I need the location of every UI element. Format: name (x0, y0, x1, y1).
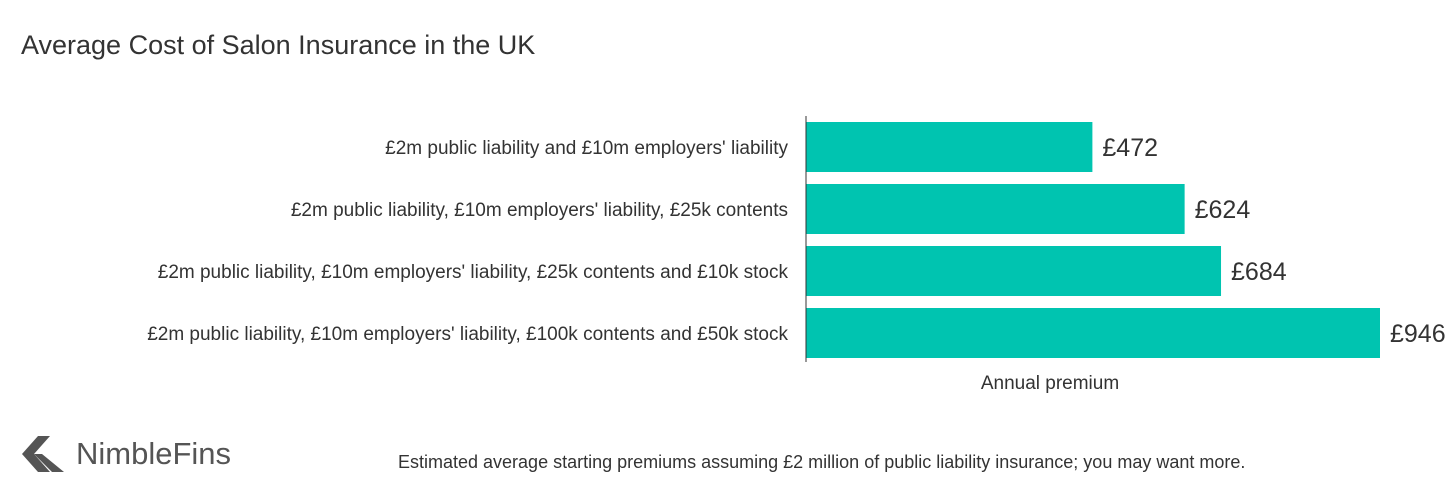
footnote: Estimated average starting premiums assu… (398, 452, 1246, 472)
bar-3 (806, 246, 1222, 296)
nimblefins-logo: NimbleFins (20, 432, 231, 476)
category-label-3: £2m public liability, £10m employers' li… (158, 262, 789, 283)
category-labels-group: £2m public liability and £10m employers'… (147, 138, 788, 345)
x-axis-title: Annual premium (981, 373, 1119, 394)
category-label-1: £2m public liability and £10m employers'… (385, 138, 788, 159)
arrow-chevron-icon (22, 436, 64, 472)
bar-4 (806, 308, 1380, 358)
value-label-3: £684 (1231, 258, 1287, 286)
category-label-4: £2m public liability, £10m employers' li… (147, 324, 788, 345)
category-label-2: £2m public liability, £10m employers' li… (291, 200, 788, 221)
value-label-4: £946 (1390, 320, 1446, 348)
bar-chart: £2m public liability and £10m employers'… (147, 116, 1446, 394)
value-label-2: £624 (1195, 196, 1251, 224)
bar-2 (806, 184, 1185, 234)
bars-group (806, 122, 1380, 358)
value-labels-group: £472 £624 £684 £946 (1102, 134, 1445, 348)
chart-title: Average Cost of Salon Insurance in the U… (21, 30, 536, 60)
logo-text: NimbleFins (76, 436, 232, 471)
value-label-1: £472 (1102, 134, 1158, 162)
bar-1 (806, 122, 1093, 172)
